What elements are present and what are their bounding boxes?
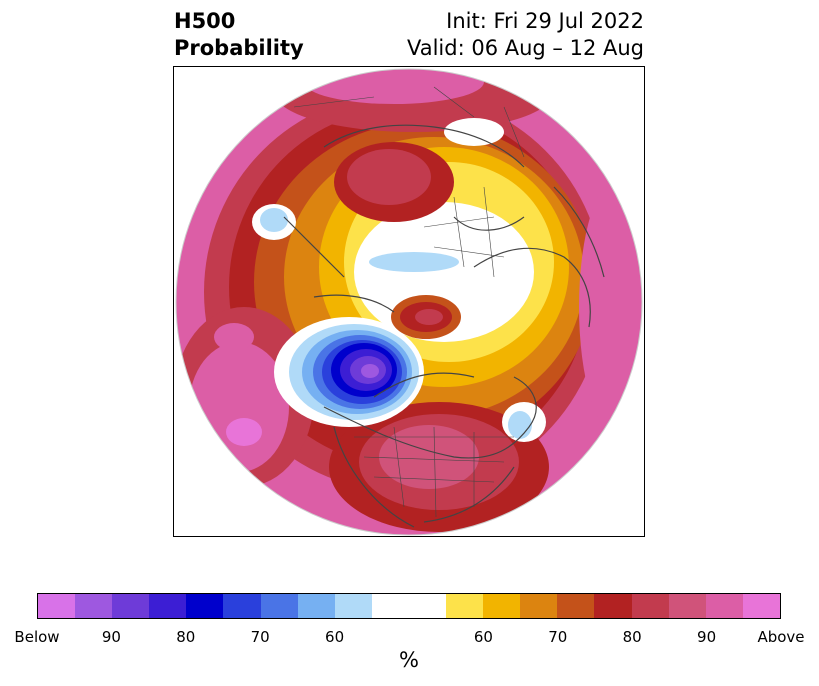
low-core	[361, 364, 379, 378]
colorbar-tick-label: 90	[697, 628, 717, 646]
colorbar-segment	[742, 594, 780, 618]
high-center-north-core	[347, 149, 431, 205]
north-white	[444, 118, 504, 146]
polar-map	[173, 66, 645, 537]
colorbar-segment	[371, 594, 409, 618]
arctic-blue-band	[369, 252, 459, 272]
colorbar-segment	[483, 594, 521, 618]
colorbar-segment	[446, 594, 484, 618]
map-edge	[175, 68, 643, 536]
colorbar-units: %	[399, 648, 419, 672]
colorbar-segment	[223, 594, 261, 618]
colorbar-segment	[668, 594, 706, 618]
colorbar-tick-label: Above	[757, 628, 805, 646]
colorbar-segment	[186, 594, 224, 618]
colorbar-tick-label: 80	[176, 628, 196, 646]
colorbar-tick-label: Below	[14, 628, 60, 646]
colorbar-segment	[112, 594, 150, 618]
colorbar-tick-label: 70	[548, 628, 568, 646]
colorbar-tick-label: 70	[250, 628, 270, 646]
west-spot	[260, 208, 288, 232]
colorbar-tick-label: 80	[622, 628, 642, 646]
colorbar-segment	[75, 594, 113, 618]
valid-range: Valid: 06 Aug – 12 Aug	[406, 36, 644, 60]
map-title: H500 Probability	[174, 8, 304, 62]
colorbar	[37, 593, 781, 619]
colorbar-tick-label: 90	[101, 628, 121, 646]
left-lobe-spot	[214, 323, 254, 351]
colorbar-segment	[260, 594, 298, 618]
colorbar-segment	[297, 594, 335, 618]
coastlines	[283, 124, 605, 528]
colorbar-segment	[705, 594, 743, 618]
left-lobe-peak	[226, 418, 262, 446]
colorbar-segment	[38, 594, 76, 618]
init-date: Init: Fri 29 Jul 2022	[446, 9, 644, 33]
colorbar-tick-label: 60	[325, 628, 345, 646]
bottom-high-core	[379, 425, 479, 489]
left-lobe-core	[189, 342, 289, 472]
pole-high-core	[415, 309, 443, 325]
colorbar-segment	[149, 594, 187, 618]
colorbar-segment	[334, 594, 372, 618]
colorbar-segment	[594, 594, 632, 618]
map-dates: Init: Fri 29 Jul 2022 Valid: 06 Aug – 12…	[407, 8, 644, 62]
colorbar-segment	[557, 594, 595, 618]
colorbar-segment	[631, 594, 669, 618]
title-product: Probability	[174, 36, 304, 60]
east-spot	[508, 411, 532, 439]
map-svg	[175, 68, 643, 536]
colorbar-segment	[520, 594, 558, 618]
colorbar-segment	[408, 594, 447, 618]
colorbar-tick-label: 60	[473, 628, 493, 646]
borders	[293, 86, 525, 518]
title-variable: H500	[174, 9, 236, 33]
probability-field	[176, 69, 642, 535]
